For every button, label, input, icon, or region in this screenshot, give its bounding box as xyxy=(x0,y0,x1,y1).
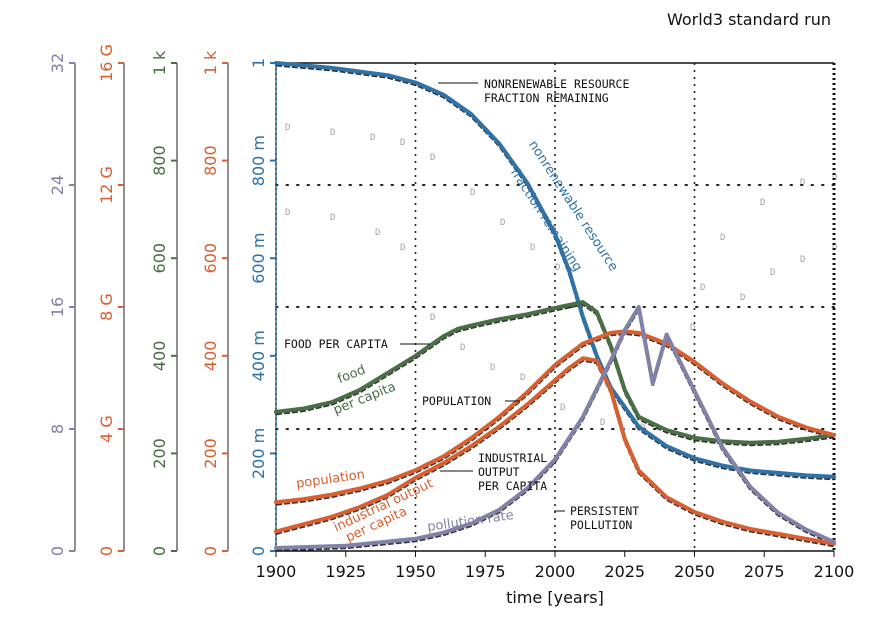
y-tick-label: 24 xyxy=(48,175,67,195)
y-tick-label: 0 xyxy=(48,546,67,556)
y-tick-label: 0 xyxy=(249,546,268,556)
pollution-type-label: POLLUTION xyxy=(570,518,632,532)
industrial-type-label: INDUSTRIAL xyxy=(478,451,547,465)
scan-glyph: D xyxy=(720,233,725,243)
y-tick-label: 1 xyxy=(249,58,268,68)
y-tick-label: 8 xyxy=(48,424,67,434)
y-tick-label: 16 G xyxy=(97,44,116,82)
y-tick-label: 0 xyxy=(201,546,220,556)
scan-glyph: D xyxy=(400,138,405,148)
series-line-population xyxy=(274,329,836,505)
series-lines xyxy=(274,61,836,552)
population-type-label: POPULATION xyxy=(422,394,491,408)
series-line-food xyxy=(274,300,836,445)
scan-glyph: D xyxy=(560,403,565,413)
y-tick-label: 0 xyxy=(97,546,116,556)
scan-glyph: D xyxy=(700,283,705,293)
chart-title: World3 standard run xyxy=(667,10,831,29)
food-curve-label-1: food xyxy=(336,362,368,387)
scan-glyph: D xyxy=(530,243,535,253)
scan-glyph: D xyxy=(500,218,505,228)
scan-glyph: D xyxy=(330,128,335,138)
resource-type-label: NONRENEWABLE RESOURCE xyxy=(484,77,629,91)
scan-glyph: D xyxy=(555,263,560,273)
y-tick-label: 32 xyxy=(48,53,67,73)
resource-type-label: FRACTION REMAINING xyxy=(484,91,609,105)
x-tick-label: 1900 xyxy=(256,562,297,581)
scan-glyph: D xyxy=(690,323,695,333)
x-axis-label: time [years] xyxy=(506,588,604,607)
y-tick-label: 600 m xyxy=(249,233,268,284)
y-tick-label: 400 m xyxy=(249,330,268,381)
scan-glyph: D xyxy=(430,313,435,323)
pollution-curve-label: pollution rate xyxy=(426,508,514,535)
scan-glyph: D xyxy=(370,133,375,143)
scan-glyph: D xyxy=(760,198,765,208)
scan-glyph: D xyxy=(330,213,335,223)
y-tick-label: 800 m xyxy=(249,135,268,186)
x-tick-label: 2075 xyxy=(744,562,785,581)
scan-glyph: D xyxy=(490,363,495,373)
food-type-label: FOOD PER CAPITA xyxy=(284,337,388,351)
y-axis-pollution: 0 8 16 24 32 xyxy=(48,53,76,556)
y-tick-label: 0 xyxy=(150,546,169,556)
scan-glyph: D xyxy=(470,188,475,198)
x-tick-label: 2100 xyxy=(814,562,855,581)
y-tick-label: 200 m xyxy=(249,428,268,479)
scan-glyph: D xyxy=(460,343,465,353)
scan-glyph: D xyxy=(520,373,525,383)
x-axis: 1900 1925 1950 1975 2000 2025 2050 2075 2100 xyxy=(256,551,855,581)
y-tick-label: 12 G xyxy=(97,166,116,204)
x-tick-label: 2025 xyxy=(604,562,645,581)
y-tick-label: 4 G xyxy=(97,415,116,443)
scan-glyph: D xyxy=(770,268,775,278)
y-tick-label: 200 xyxy=(150,438,169,469)
pollution-type-label: PERSISTENT xyxy=(570,504,639,518)
scan-glyph: D xyxy=(400,243,405,253)
series-line-resource xyxy=(274,61,836,479)
industrial-type-label: PER CAPITA xyxy=(478,479,547,493)
y-axis-food: 0 200 400 600 800 1 k xyxy=(150,50,178,556)
x-tick-label: 1950 xyxy=(395,562,436,581)
series-line-pollution xyxy=(274,305,836,550)
y-tick-label: 8 G xyxy=(97,293,116,321)
industrial-type-label: OUTPUT xyxy=(478,465,520,479)
y-tick-label: 800 xyxy=(150,145,169,176)
y-tick-label: 1 k xyxy=(201,50,220,75)
y-tick-label: 400 xyxy=(150,341,169,372)
scan-glyph: D xyxy=(600,418,605,428)
scan-glyph: D xyxy=(285,123,290,133)
y-tick-label: 400 xyxy=(201,341,220,372)
x-tick-label: 2050 xyxy=(674,562,715,581)
x-tick-label: 2000 xyxy=(535,562,576,581)
scan-glyph: D xyxy=(375,228,380,238)
y-axis-population: 0 4 G 8 G 12 G 16 G xyxy=(97,44,125,556)
y-tick-label: 1 k xyxy=(150,50,169,75)
scan-glyph: D xyxy=(285,208,290,218)
scan-glyph: D xyxy=(430,153,435,163)
scan-glyph: D xyxy=(740,293,745,303)
x-tick-label: 1975 xyxy=(465,562,506,581)
series-line-industrial xyxy=(274,356,836,546)
scan-glyph: D xyxy=(800,178,805,188)
scan-glyph: D xyxy=(800,255,805,265)
y-tick-label: 600 xyxy=(201,243,220,274)
x-tick-label: 1925 xyxy=(325,562,366,581)
y-tick-label: 16 xyxy=(48,297,67,317)
y-axis-industrial: 0 200 400 600 800 1 k xyxy=(201,50,229,556)
y-tick-label: 800 xyxy=(201,145,220,176)
y-tick-label: 200 xyxy=(201,438,220,469)
y-axis-resource: 0 200 m 400 m 600 m 800 m 1 xyxy=(249,58,277,556)
y-tick-label: 600 xyxy=(150,243,169,274)
